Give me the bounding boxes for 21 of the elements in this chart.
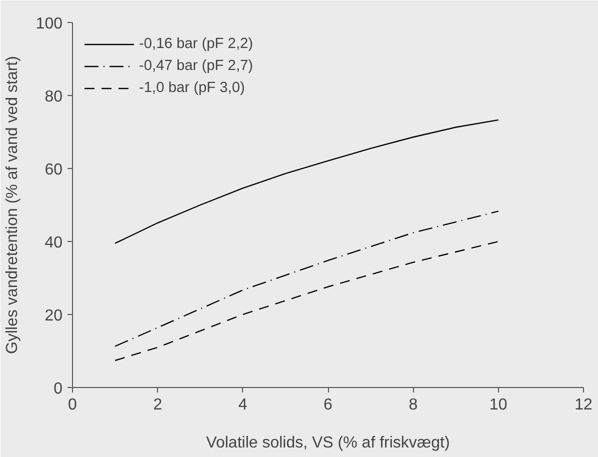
y-tick-label: 20 [44, 308, 63, 324]
x-tick-label: 8 [408, 396, 418, 414]
y-axis-title: Gylles vandretention (% af vand ved start) [4, 56, 21, 354]
y-tick-label: 60 [44, 162, 63, 178]
x-tick-label: 4 [238, 396, 248, 414]
y-tick-label: 100 [36, 16, 63, 32]
x-tick-label: 0 [68, 396, 78, 414]
line-series [114, 119, 499, 244]
legend-label: -1,0 bar (pF 3,0) [139, 80, 245, 96]
y-tick-label: 40 [44, 234, 63, 252]
legend-label: -0,47 bar (pF 2,7) [139, 58, 254, 74]
legend-label: -0,16 bar (pF 2,2) [139, 36, 254, 52]
x-axis-title: Volatile solids, VS (% af friskvægt) [206, 434, 450, 452]
y-tick-label: 0 [54, 380, 63, 398]
line-series [114, 210, 499, 347]
x-tick-label: 10 [489, 396, 508, 414]
line-series [114, 240, 499, 362]
x-tick-label: 12 [574, 396, 592, 414]
y-tick-label: 80 [44, 88, 63, 106]
x-tick-label: 6 [324, 396, 333, 414]
x-tick-label: 2 [153, 396, 162, 414]
